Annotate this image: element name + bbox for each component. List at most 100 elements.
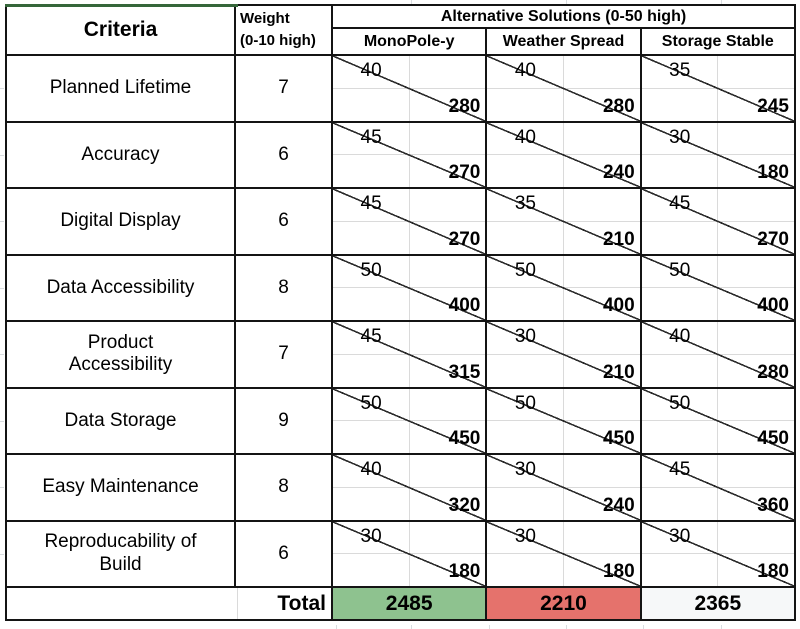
table-row: Easy Maintenance 8 40 320 30 240 45 360 [7, 455, 794, 522]
total-cell-storage-stable[interactable]: 2365 [641, 588, 794, 619]
gridline-stub [0, 554, 4, 555]
gridline-stub [566, 625, 567, 629]
criteria-cell[interactable]: Digital Display [7, 189, 236, 254]
score-cell[interactable]: 30 180 [641, 122, 794, 187]
weight-cell[interactable]: 7 [236, 56, 333, 121]
table-row: Reproducability of Build 6 30 180 30 180… [7, 521, 794, 588]
score-cell[interactable]: 35 245 [641, 56, 794, 121]
alternatives-title-cell[interactable]: Alternative Solutions (0-50 high) [333, 6, 794, 29]
total-cell-monopole-y[interactable]: 2485 [333, 588, 488, 619]
score-cell[interactable]: 50 400 [333, 255, 488, 320]
weighted-score: 280 [602, 95, 635, 117]
weight-value: 9 [278, 409, 289, 431]
gridline-stub [411, 0, 412, 4]
criteria-header-cell[interactable]: Criteria [7, 6, 236, 54]
raw-score: 45 [360, 126, 382, 148]
weight-cell[interactable]: 7 [236, 322, 333, 387]
score-cell[interactable]: 30 180 [641, 521, 794, 586]
weight-header-line1: Weight [240, 10, 290, 27]
gridline-stub [0, 288, 4, 289]
score-cell[interactable]: 45 360 [641, 455, 794, 520]
criteria-label: Reproducability of Build [44, 531, 197, 575]
raw-score: 40 [360, 459, 382, 480]
weighted-score: 400 [448, 295, 481, 316]
criteria-cell[interactable]: Data Accessibility [7, 255, 236, 320]
weight-cell[interactable]: 8 [236, 455, 333, 520]
score-cell[interactable]: 50 450 [487, 388, 642, 453]
criteria-label: Easy Maintenance [42, 476, 199, 498]
weight-cell[interactable]: 6 [236, 122, 333, 187]
raw-score: 50 [514, 392, 536, 414]
raw-score: 50 [514, 259, 536, 281]
alt-header-storage-stable[interactable]: Storage Stable [642, 29, 794, 54]
score-cell[interactable]: 30 180 [333, 521, 488, 586]
criteria-cell[interactable]: Planned Lifetime [7, 56, 236, 121]
weight-cell[interactable]: 6 [236, 521, 333, 586]
raw-score: 45 [669, 459, 691, 480]
weighted-score: 320 [448, 494, 481, 516]
weighted-score: 270 [448, 162, 481, 183]
total-value: 2485 [385, 591, 433, 615]
alt-header-monopole-y[interactable]: MonoPole-y [333, 29, 488, 54]
weight-value: 7 [278, 343, 289, 365]
weight-value: 8 [278, 276, 289, 298]
gridline-stub [0, 155, 4, 156]
total-cell-weather-spread[interactable]: 2210 [487, 588, 642, 619]
score-cell[interactable]: 40 240 [487, 122, 642, 187]
gridline-stub [411, 625, 412, 629]
score-cell[interactable]: 40 320 [333, 455, 488, 520]
score-cell[interactable]: 30 210 [487, 322, 642, 387]
criteria-label: Accuracy [81, 143, 160, 165]
criteria-label: Data Accessibility [46, 276, 195, 298]
score-cell[interactable]: 30 180 [487, 521, 642, 586]
alt-header-weather-spread[interactable]: Weather Spread [487, 29, 642, 54]
score-cell[interactable]: 50 400 [487, 255, 642, 320]
score-cell[interactable]: 40 280 [487, 56, 642, 121]
gridline-stub [721, 0, 722, 4]
score-cell[interactable]: 40 280 [641, 322, 794, 387]
criteria-cell[interactable]: Data Storage [7, 388, 236, 453]
score-cell[interactable]: 30 240 [487, 455, 642, 520]
weighted-score: 400 [602, 295, 635, 316]
score-cell[interactable]: 35 210 [487, 189, 642, 254]
criteria-cell[interactable]: Product Accessibility [7, 322, 236, 387]
weight-value: 8 [278, 476, 289, 498]
score-cell[interactable]: 45 270 [641, 189, 794, 254]
weight-cell[interactable]: 6 [236, 189, 333, 254]
total-label-cell[interactable]: Total [7, 588, 333, 619]
raw-score: 50 [360, 259, 382, 281]
raw-score: 45 [669, 193, 691, 214]
table-row: Digital Display 6 45 270 35 210 45 270 [7, 189, 794, 256]
score-cell[interactable]: 50 450 [641, 388, 794, 453]
weighted-score: 180 [602, 561, 635, 582]
weight-header-cell[interactable]: Weight (0-10 high) [236, 6, 333, 54]
score-cell[interactable]: 45 270 [333, 122, 488, 187]
gridline-stub [643, 625, 644, 629]
raw-score: 50 [360, 392, 382, 414]
alternatives-subheader-row: MonoPole-y Weather Spread Storage Stable [333, 29, 794, 54]
weighted-score: 280 [448, 95, 481, 117]
raw-score: 50 [669, 392, 691, 414]
weighted-score: 245 [757, 95, 789, 117]
score-cell[interactable]: 40 280 [333, 56, 488, 121]
raw-score: 40 [514, 60, 536, 81]
score-cell[interactable]: 50 450 [333, 388, 488, 453]
total-value: 2365 [694, 591, 742, 615]
score-cell[interactable]: 45 270 [333, 189, 488, 254]
criteria-cell[interactable]: Reproducability of Build [7, 521, 236, 586]
score-cell[interactable]: 45 315 [333, 322, 488, 387]
weight-cell[interactable]: 9 [236, 388, 333, 453]
score-cell[interactable]: 50 400 [641, 255, 794, 320]
weighted-score: 270 [448, 228, 481, 250]
gridline-stub [0, 421, 4, 422]
criteria-top-accent [5, 3, 238, 7]
weighted-score: 400 [757, 295, 789, 316]
gridline-stub [721, 625, 722, 629]
weighted-score: 360 [757, 494, 789, 516]
criteria-cell[interactable]: Accuracy [7, 122, 236, 187]
criteria-label: Data Storage [64, 409, 177, 431]
criteria-cell[interactable]: Easy Maintenance [7, 455, 236, 520]
weight-cell[interactable]: 8 [236, 255, 333, 320]
weighted-score: 210 [602, 228, 635, 250]
raw-score: 30 [514, 326, 536, 347]
